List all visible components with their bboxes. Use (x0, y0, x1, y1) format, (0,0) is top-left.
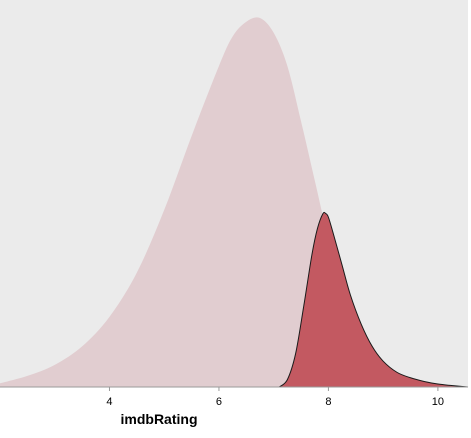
density-area-1 (0, 17, 468, 387)
density-outline-2 (278, 211, 469, 388)
x-tick-label: 6 (216, 396, 222, 408)
density-area-2 (279, 212, 468, 387)
series-layer (0, 17, 469, 388)
x-tick-label: 8 (325, 396, 331, 408)
x-axis-ticks: 4 6 8 10 (106, 387, 444, 408)
x-axis-title: imdbRating (121, 411, 198, 427)
x-tick-label: 10 (432, 396, 444, 408)
x-tick-label: 4 (106, 396, 112, 408)
